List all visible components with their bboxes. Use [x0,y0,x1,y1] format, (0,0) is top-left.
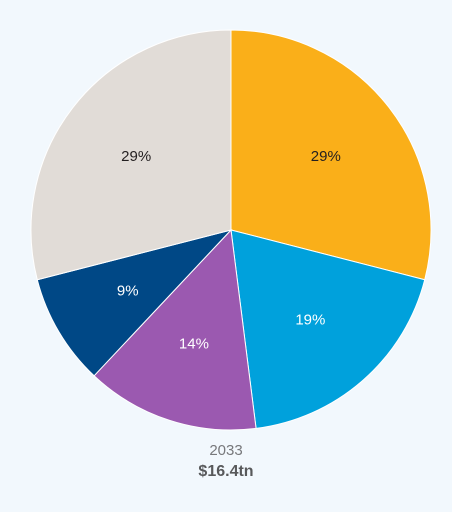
chart-total-caption: $16.4tn [198,463,254,480]
pie-slice-label-1: 29% [311,148,341,165]
pie-slice-3 [93,228,257,431]
pie-slice-2 [230,229,426,429]
pie-slice-label-5: 29% [121,148,151,165]
chart-year-caption: 2033 [209,442,243,459]
pie-slice-label-3: 14% [179,336,209,353]
pie-slice-1 [230,29,432,281]
pie-slice-label-2: 19% [295,312,325,329]
pie-slice-label-4: 9% [117,283,139,300]
pie-labels: 29% 19% 14% 9% 29% [117,148,341,353]
pie-slice-4 [36,229,233,377]
pie-slices [30,29,432,431]
pie-slice-5 [30,29,232,281]
